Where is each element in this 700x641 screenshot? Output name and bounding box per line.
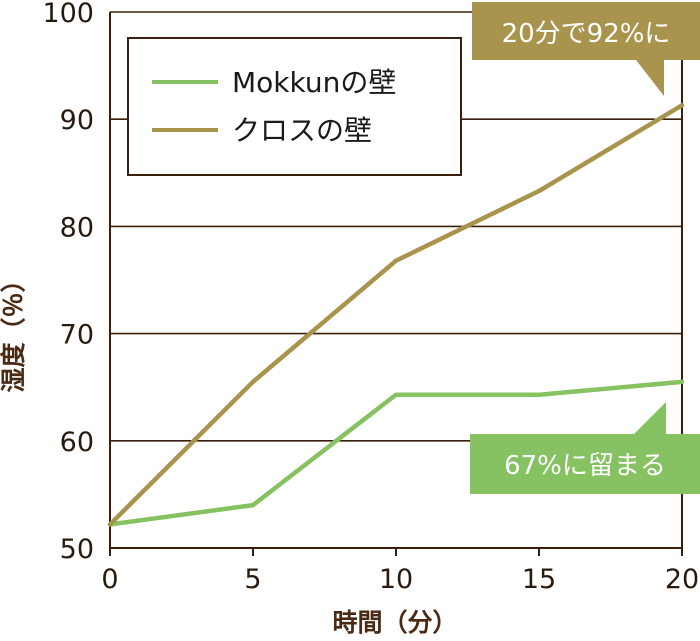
- x-tick-label-10: 10: [379, 564, 413, 595]
- x-tick-label-5: 5: [244, 564, 261, 595]
- y-tick-label-60: 60: [60, 427, 94, 458]
- legend: Mokkunの壁 クロスの壁: [127, 37, 462, 176]
- callout-cross: 20分で92%に: [472, 2, 700, 96]
- y-tick-label-70: 70: [60, 320, 94, 351]
- callout-mokkun-text: 67%に留まる: [504, 451, 666, 481]
- y-tick-label-90: 90: [60, 105, 94, 136]
- series-lines: [107, 103, 685, 527]
- legend-label-cross: クロスの壁: [232, 114, 372, 147]
- callout-cross-text: 20分で92%に: [502, 19, 671, 49]
- series-line-mokkun: [107, 379, 685, 527]
- series-line-cross: [107, 103, 685, 527]
- legend-box: [127, 37, 462, 176]
- x-tick-label-0: 0: [101, 564, 118, 595]
- y-tick-label-50: 50: [60, 534, 94, 565]
- y-tick-label-100: 100: [42, 0, 94, 29]
- callout-mokkun-bubble: [470, 402, 700, 494]
- y-tick-label-80: 80: [60, 212, 94, 243]
- x-tick-label-15: 15: [522, 564, 556, 595]
- callout-cross-bubble: [472, 2, 700, 96]
- x-tick-label-20: 20: [665, 564, 699, 595]
- callout-mokkun: 67%に留まる: [470, 402, 700, 494]
- legend-label-mokkun: Mokkunの壁: [232, 66, 396, 99]
- tick-labels: 50 60 70 80 90 100 0 5 10 15 20: [42, 0, 699, 595]
- y-axis-title: 湿度（％）: [0, 267, 28, 392]
- x-axis-title: 時間（分）: [332, 608, 457, 637]
